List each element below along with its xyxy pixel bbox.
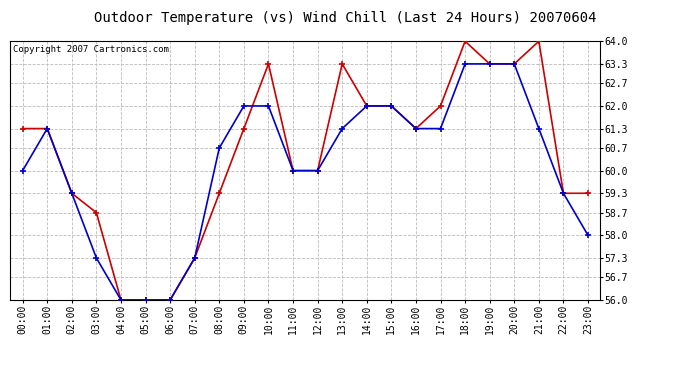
Text: Copyright 2007 Cartronics.com: Copyright 2007 Cartronics.com [13, 45, 169, 54]
Text: Outdoor Temperature (vs) Wind Chill (Last 24 Hours) 20070604: Outdoor Temperature (vs) Wind Chill (Las… [94, 11, 596, 25]
